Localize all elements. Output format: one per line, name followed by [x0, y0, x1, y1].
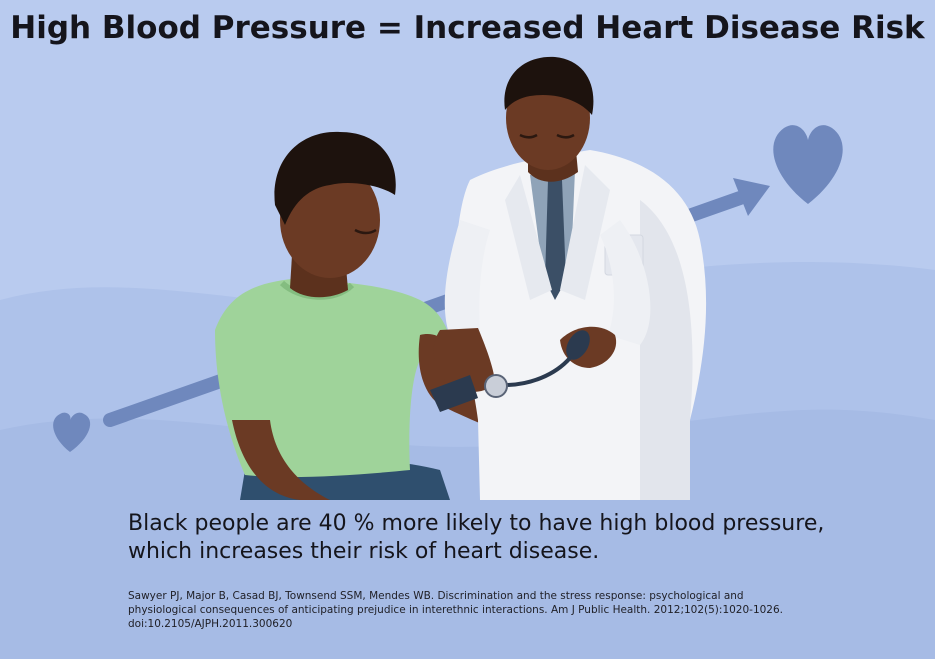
main-statement: Black people are 40 % more likely to hav… — [128, 510, 908, 566]
doctor-lapel — [560, 165, 610, 300]
citation-line: physiological consequences of anticipati… — [128, 604, 784, 616]
main-statement-line: Black people are 40 % more likely to hav… — [128, 511, 825, 536]
doctor-eye — [556, 133, 575, 139]
bp-tube — [504, 356, 572, 387]
doctor-left-hand — [433, 328, 495, 392]
doctor-lapel — [505, 175, 552, 300]
citation-line: doi:10.2105/AJPH.2011.300620 — [128, 618, 293, 630]
doctor-figure — [430, 56, 707, 500]
patient-eye — [354, 228, 377, 235]
citation: Sawyer PJ, Major B, Casad BJ, Townsend S… — [128, 589, 898, 631]
doctor-tie — [545, 180, 566, 300]
bp-cuff — [430, 375, 478, 412]
background-wave-lower — [0, 409, 935, 659]
doctor-left-sleeve — [444, 220, 490, 330]
bp-gauge — [484, 374, 508, 398]
doctor-coat-shade — [640, 200, 693, 500]
doctor-right-sleeve — [600, 220, 651, 345]
patient-left-arm — [232, 420, 330, 500]
doctor-eye — [519, 133, 538, 139]
doctor-hair — [504, 56, 594, 115]
page-title: High Blood Pressure = Increased Heart Di… — [10, 10, 925, 46]
bp-bulb — [566, 330, 590, 360]
main-statement-line: which increases their risk of heart dise… — [128, 539, 600, 564]
patient-shirt — [215, 278, 450, 478]
heart-icon — [53, 412, 91, 452]
arrow-icon — [733, 178, 770, 216]
patient-hair — [274, 131, 396, 225]
heart-icon — [773, 125, 843, 204]
patient-figure — [215, 131, 625, 500]
citation-line: Sawyer PJ, Major B, Casad BJ, Townsend S… — [128, 590, 744, 602]
